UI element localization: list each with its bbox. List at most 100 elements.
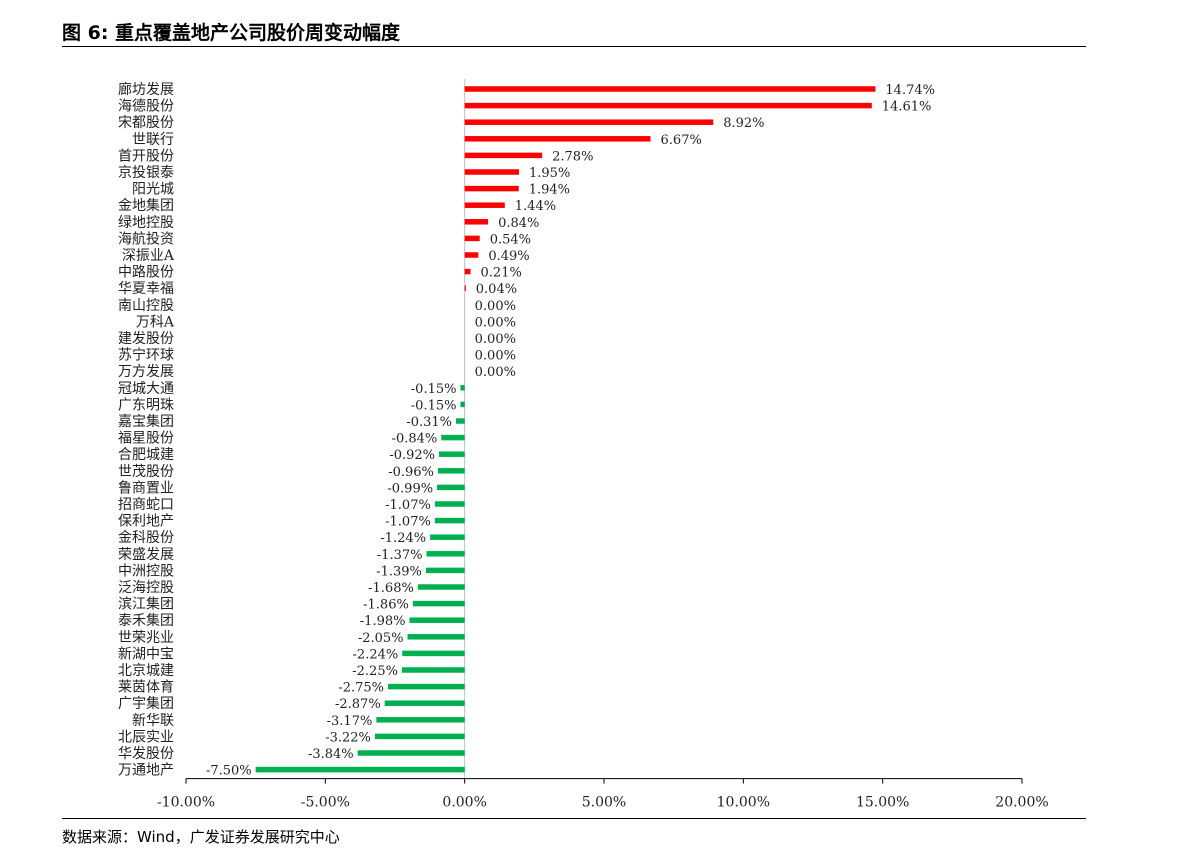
value-label: 1.95% bbox=[529, 166, 570, 181]
bar bbox=[402, 650, 465, 657]
category-label: 京投银泰 bbox=[118, 165, 174, 181]
bar bbox=[407, 634, 465, 640]
bar bbox=[464, 169, 520, 175]
source-note: 数据来源：Wind，广发证券发展研究中心 bbox=[62, 828, 340, 846]
category-label: 廊坊发展 bbox=[118, 81, 174, 98]
category-label: 阳光城 bbox=[132, 182, 174, 198]
category-label: 万通地产 bbox=[118, 763, 174, 779]
category-label: 世荣兆业 bbox=[118, 630, 174, 646]
category-label: 南山控股 bbox=[118, 298, 174, 314]
bar bbox=[441, 434, 465, 441]
category-label: 金科股份 bbox=[118, 530, 174, 546]
value-label: 1.44% bbox=[515, 199, 556, 214]
category-label: 建发股份 bbox=[118, 331, 174, 347]
category-label: 新湖中宝 bbox=[118, 646, 174, 662]
category-label: 中洲控股 bbox=[118, 563, 174, 579]
value-label: -1.37% bbox=[377, 548, 423, 563]
category-label: 中路股份 bbox=[118, 265, 174, 281]
category-label: 莱茵体育 bbox=[118, 680, 174, 696]
category-label: 广东明珠 bbox=[118, 397, 174, 413]
category-label: 广宇集团 bbox=[118, 695, 174, 712]
category-label: 苏宁环球 bbox=[118, 347, 174, 364]
bar bbox=[456, 418, 465, 424]
value-label: 0.49% bbox=[488, 249, 529, 264]
chart-title: 图 6: 重点覆盖地产公司股价周变动幅度 bbox=[62, 22, 401, 44]
value-label: 0.00% bbox=[475, 332, 516, 347]
bar bbox=[430, 534, 465, 540]
value-label: 8.92% bbox=[723, 116, 764, 131]
category-label: 海德股份 bbox=[118, 99, 174, 115]
bar bbox=[464, 235, 480, 242]
category-label: 新华联 bbox=[132, 713, 174, 729]
category-label: 招商蛇口 bbox=[118, 497, 174, 513]
bar bbox=[357, 750, 465, 756]
bar bbox=[412, 600, 465, 607]
value-label: -0.84% bbox=[392, 432, 438, 447]
bar bbox=[374, 733, 465, 740]
bar bbox=[437, 484, 465, 491]
header-rule bbox=[62, 46, 1086, 47]
x-tick-label: 5.00% bbox=[582, 795, 626, 811]
bar bbox=[460, 401, 465, 408]
x-tick-label: -5.00% bbox=[301, 795, 350, 811]
bar bbox=[464, 285, 466, 291]
x-tick-label: 0.00% bbox=[442, 795, 486, 811]
bar bbox=[464, 219, 489, 225]
value-label: -3.17% bbox=[327, 714, 373, 729]
value-label: 0.00% bbox=[475, 315, 516, 330]
category-label: 华发股份 bbox=[118, 746, 174, 762]
bar bbox=[434, 517, 465, 524]
category-label: 冠城大通 bbox=[118, 381, 174, 397]
category-label: 合肥城建 bbox=[118, 447, 174, 463]
bar bbox=[434, 501, 465, 507]
category-label: 金地集团 bbox=[118, 197, 174, 214]
value-label: -2.24% bbox=[353, 647, 399, 662]
value-label: -1.39% bbox=[376, 564, 422, 579]
category-label: 世联行 bbox=[132, 132, 174, 148]
bar bbox=[464, 119, 714, 125]
bar bbox=[417, 584, 465, 590]
value-label: -1.98% bbox=[360, 614, 406, 629]
category-label: 滨江集团 bbox=[118, 596, 174, 613]
category-label: 泰禾集团 bbox=[118, 612, 174, 629]
category-label: 荣盛发展 bbox=[118, 547, 174, 563]
category-label: 北京城建 bbox=[118, 663, 174, 679]
value-label: -0.15% bbox=[411, 398, 457, 413]
category-label: 海航投资 bbox=[118, 231, 174, 247]
value-label: -3.22% bbox=[325, 730, 371, 745]
bar bbox=[384, 700, 465, 706]
value-label: 0.54% bbox=[490, 232, 531, 247]
value-label: -2.87% bbox=[335, 697, 381, 712]
value-label: -2.75% bbox=[338, 681, 384, 696]
bar bbox=[464, 152, 543, 159]
category-label: 万方发展 bbox=[118, 364, 174, 380]
bar bbox=[464, 86, 876, 92]
value-label: -1.86% bbox=[363, 598, 409, 613]
bar bbox=[460, 385, 465, 391]
value-label: 0.84% bbox=[498, 216, 539, 231]
value-label: -1.07% bbox=[385, 515, 431, 530]
bar bbox=[464, 252, 479, 258]
category-label: 深振业A bbox=[122, 248, 175, 264]
footer-rule bbox=[62, 818, 1086, 819]
bar bbox=[439, 451, 465, 457]
value-label: -0.92% bbox=[389, 448, 435, 463]
value-label: 1.94% bbox=[529, 183, 570, 198]
value-label: -0.99% bbox=[387, 481, 433, 496]
value-label: -0.31% bbox=[406, 415, 452, 430]
category-label: 保利地产 bbox=[118, 514, 174, 530]
value-label: 2.78% bbox=[552, 149, 593, 164]
x-tick-label: 20.00% bbox=[995, 795, 1048, 811]
value-label: -2.05% bbox=[358, 631, 404, 646]
category-label: 北辰实业 bbox=[118, 729, 174, 745]
bar bbox=[437, 468, 465, 474]
value-label: -1.24% bbox=[380, 531, 426, 546]
value-label: -0.15% bbox=[411, 382, 457, 397]
bar bbox=[401, 667, 465, 673]
value-label: -0.96% bbox=[388, 465, 434, 480]
bar bbox=[464, 136, 651, 142]
value-label: 0.00% bbox=[475, 349, 516, 364]
category-label: 泛海控股 bbox=[118, 580, 174, 596]
bar bbox=[425, 567, 465, 574]
